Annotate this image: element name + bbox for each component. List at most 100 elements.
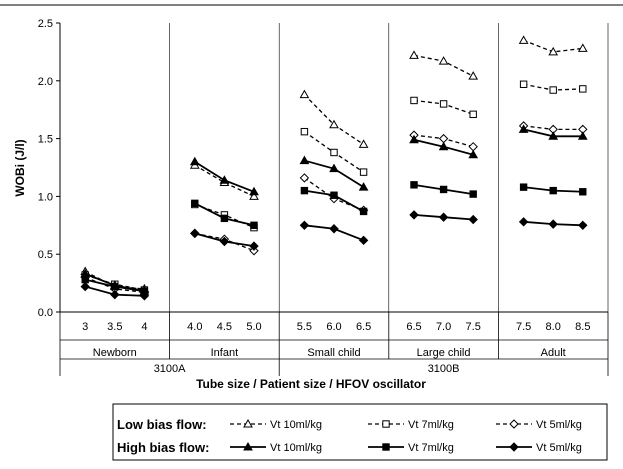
x-tick-label: 6.5: [406, 321, 421, 333]
data-point-high-vt10: [249, 186, 259, 196]
legend-swatch-marker: [509, 419, 519, 429]
data-point-high-vt5: [548, 219, 558, 229]
data-point-low-vt10: [299, 89, 310, 99]
data-point-low-vt5: [299, 173, 310, 183]
x-tick-label: 3.5: [107, 321, 122, 333]
x-tick-label: 8.5: [575, 321, 590, 333]
legend-swatch-marker: [382, 420, 390, 428]
patient-size-label: Infant: [211, 347, 239, 359]
data-point-low-vt10: [468, 71, 479, 80]
data-point-low-vt7: [469, 110, 477, 119]
data-point-high-vt10: [548, 131, 559, 140]
legend-box: [112, 403, 608, 461]
data-point-high-vt5: [219, 236, 230, 247]
data-point-high-vt10: [438, 141, 449, 151]
data-point-low-vt7: [519, 80, 528, 88]
data-point-high-vt10: [468, 149, 479, 159]
data-point-high-vt10: [219, 175, 230, 184]
data-point-low-vt10: [518, 35, 529, 44]
data-point-high-vt5: [110, 289, 120, 300]
x-tick-label: 7.5: [516, 321, 531, 333]
x-tick-label: 4.0: [187, 321, 202, 333]
y-tick-label: 2.5: [38, 18, 53, 30]
legend-row-label: Low bias flow:: [117, 417, 207, 432]
data-point-high-vt7: [220, 214, 229, 223]
data-point-high-vt7: [359, 207, 368, 216]
y-tick-label: 1.5: [38, 134, 53, 146]
patient-size-label: Small child: [307, 347, 360, 359]
data-point-low-vt7: [410, 96, 418, 105]
x-tick-label: 3: [82, 321, 88, 333]
data-point-low-vt10: [409, 50, 419, 59]
data-point-high-vt5: [329, 224, 339, 234]
data-point-high-vt7: [519, 183, 528, 191]
legend-item-label: Vt 5ml/kg: [536, 419, 582, 431]
data-point-high-vt10: [299, 155, 310, 165]
data-point-high-vt5: [190, 228, 200, 239]
series-line-low-vt10: [194, 164, 255, 197]
data-point-low-vt10: [249, 191, 259, 200]
data-point-high-vt7: [330, 191, 338, 199]
data-point-high-vt7: [549, 186, 557, 195]
data-point-high-vt5: [518, 217, 529, 227]
data-point-high-vt10: [329, 163, 339, 173]
data-point-high-vt5: [438, 212, 449, 222]
data-point-low-vt5: [438, 133, 449, 144]
data-point-high-vt5: [139, 291, 150, 301]
data-point-low-vt7: [330, 148, 338, 157]
x-tick-label: 6.0: [326, 321, 341, 333]
data-point-high-vt5: [409, 210, 419, 220]
legend-item-label: Vt 7ml/kg: [408, 419, 454, 431]
data-point-low-vt7: [359, 168, 368, 176]
legend-item-label: Vt 7ml/kg: [408, 442, 454, 454]
y-tick-label: 2.0: [38, 76, 53, 88]
patient-size-label: Adult: [541, 347, 566, 359]
legend-item-label: Vt 5ml/kg: [536, 442, 582, 454]
x-axis-labels: 3 3.5 4 Newborn 4.0 4.5 5.0 Infant 5.5 6.0 6.5 Smal…: [82, 321, 590, 375]
data-point-high-vt7: [250, 221, 258, 230]
x-tick-label: 4.5: [217, 321, 232, 333]
y-tick-label: 0.0: [38, 307, 53, 319]
legend-item-label: Vt 10ml/kg: [270, 419, 322, 431]
x-tick-label: 5.5: [297, 321, 312, 333]
data-point-high-vt5: [299, 220, 310, 231]
data-point-high-vt7: [410, 181, 418, 189]
legend-item-label: Vt 10ml/kg: [270, 442, 322, 454]
data-point-high-vt10: [358, 182, 369, 191]
data-point-high-vt5: [249, 241, 259, 251]
series-layer: [80, 35, 588, 301]
data-point-high-vt7: [111, 282, 119, 291]
patient-size-label: Newborn: [93, 347, 137, 359]
x-tick-label: 8.0: [546, 321, 561, 333]
data-point-high-vt10: [409, 134, 419, 144]
patient-size-label: Large child: [417, 347, 471, 359]
legend-swatch-marker: [509, 442, 519, 452]
y-tick-label: 1.0: [38, 191, 53, 203]
data-point-high-vt7: [469, 190, 477, 198]
oscillator-label: 3100A: [154, 363, 186, 375]
data-point-high-vt5: [468, 214, 478, 225]
data-point-high-vt7: [579, 188, 587, 196]
legend-swatch-marker: [382, 443, 390, 451]
axes: 0.0 0.5 1.0 1.5 2.0 2.5: [0, 4, 623, 376]
data-point-low-vt10: [358, 139, 369, 148]
x-tick-label: 7.0: [436, 321, 451, 333]
data-point-low-vt5: [468, 141, 478, 152]
data-point-high-vt5: [80, 281, 90, 292]
x-tick-label: 5.0: [246, 321, 261, 333]
data-point-low-vt10: [548, 46, 559, 56]
data-point-low-vt10: [438, 56, 449, 65]
data-point-low-vt7: [549, 86, 557, 94]
x-tick-label: 7.5: [466, 321, 481, 333]
legend-swatch-marker: [243, 418, 253, 428]
series-line-low-vt10: [303, 94, 364, 145]
data-point-low-vt10: [329, 119, 339, 129]
data-point-low-vt7: [300, 127, 309, 136]
data-point-high-vt7: [300, 186, 309, 195]
data-point-low-vt7: [579, 85, 587, 93]
data-point-high-vt7: [439, 185, 448, 194]
data-point-low-vt10: [577, 43, 588, 52]
data-point-high-vt5: [358, 235, 369, 246]
x-tick-label: 4: [141, 321, 147, 333]
